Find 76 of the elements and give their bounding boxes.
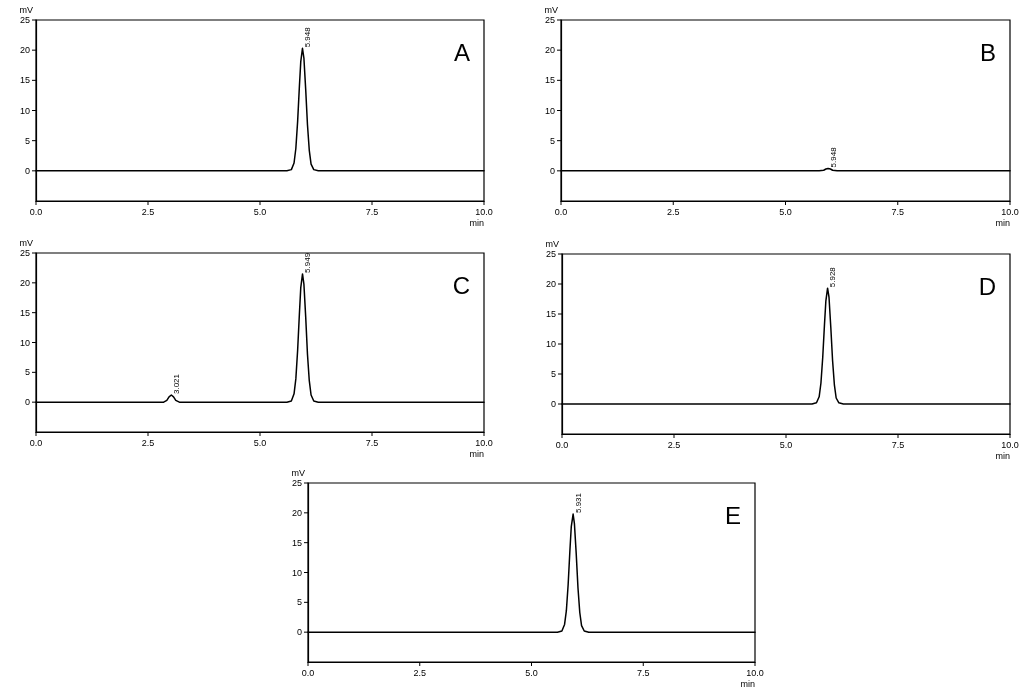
y-axis-title: mV (19, 4, 33, 15)
x-tick-label: 10.0 (475, 437, 493, 448)
x-tick-label: 10.0 (1001, 206, 1019, 217)
y-tick-label: 25 (19, 248, 30, 258)
y-tick-label: 25 (544, 15, 555, 25)
x-tick-label: 2.5 (413, 667, 427, 678)
x-tick-label: 7.5 (365, 206, 379, 217)
x-tick-label: 5.0 (253, 206, 267, 217)
x-tick-label: 10.0 (1001, 439, 1019, 450)
y-tick-label: 10 (19, 105, 30, 116)
y-tick-label: 15 (19, 307, 30, 318)
x-tick-label: 5.0 (253, 437, 267, 448)
y-tick-label: 5 (296, 597, 302, 608)
y-tick-label: 15 (19, 75, 30, 86)
x-axis-title: min (740, 678, 755, 689)
y-tick-label: 25 (291, 478, 302, 488)
y-tick-label: 10 (544, 105, 555, 116)
text: C (452, 271, 471, 299)
y-tick-label: 15 (545, 309, 556, 319)
x-tick-label: 10.0 (475, 206, 493, 217)
x-tick-label: 2.5 (667, 439, 681, 450)
x-tick-label: 7.5 (891, 206, 905, 217)
annotation: 5.949 (303, 252, 313, 273)
y-tick-label: 0 (24, 397, 30, 408)
y-tick-label: 5 (24, 135, 30, 146)
x-axis-title: min (995, 217, 1010, 228)
x-tick-label: 10.0 (746, 667, 764, 678)
y-tick-label: 25 (19, 15, 30, 25)
y-tick-label: 0 (549, 165, 555, 176)
text: B (979, 38, 997, 66)
x-tick-label: 7.5 (891, 439, 905, 450)
x-tick-label: 5.0 (779, 439, 793, 450)
text: A (453, 38, 471, 66)
x-tick-label: 0.0 (554, 206, 568, 217)
y-tick-label: 25 (545, 249, 556, 259)
x-tick-label: 0.0 (29, 437, 43, 448)
annotation: 5.931 (573, 492, 583, 514)
y-tick-label: 0 (296, 627, 302, 638)
x-tick-label: 0.0 (301, 667, 315, 678)
text: D (978, 272, 997, 300)
annotation: 5.928 (828, 266, 838, 288)
y-tick-label: 10 (19, 337, 30, 348)
y-tick-label: 20 (19, 45, 30, 56)
y-axis-title: mV (544, 4, 558, 15)
y-tick-label: 0 (24, 165, 30, 176)
y-tick-label: 20 (545, 279, 556, 289)
y-tick-label: 5 (550, 369, 556, 379)
x-axis-title: min (995, 450, 1010, 461)
y-axis-title: mV (291, 467, 305, 478)
y-tick-label: 0 (550, 399, 556, 409)
y-axis-title: mV (545, 238, 559, 249)
x-tick-label: 0.0 (555, 439, 569, 450)
x-tick-label: 2.5 (141, 206, 155, 217)
annotation: 3.021 (171, 373, 181, 395)
y-tick-label: 10 (291, 567, 302, 578)
y-tick-label: 10 (545, 339, 556, 349)
x-axis-title: min (469, 448, 484, 459)
text: E (724, 501, 742, 529)
y-tick-label: 20 (291, 507, 302, 518)
x-axis-title: min (469, 217, 484, 228)
y-tick-label: 20 (544, 45, 555, 56)
y-tick-label: 5 (549, 135, 555, 146)
x-tick-label: 5.0 (525, 667, 538, 678)
y-axis-title: mV (19, 237, 33, 248)
x-tick-label: 2.5 (666, 206, 680, 217)
y-tick-label: 15 (544, 75, 555, 86)
x-tick-label: 7.5 (636, 667, 650, 678)
y-tick-label: 5 (24, 367, 30, 378)
annotation: 5.948 (828, 146, 838, 168)
x-tick-label: 2.5 (141, 437, 155, 448)
x-tick-label: 5.0 (779, 206, 792, 217)
x-tick-label: 0.0 (29, 206, 43, 217)
y-tick-label: 20 (19, 277, 30, 288)
annotation: 5.948 (302, 26, 312, 48)
y-tick-label: 15 (291, 537, 302, 548)
x-tick-label: 7.5 (365, 437, 379, 448)
